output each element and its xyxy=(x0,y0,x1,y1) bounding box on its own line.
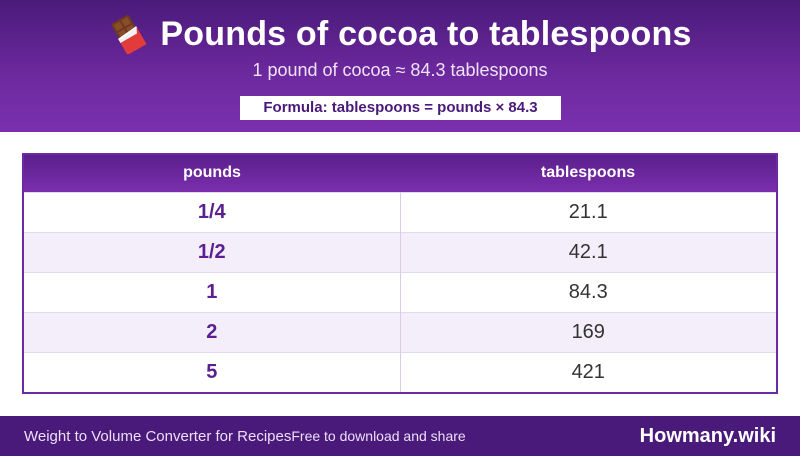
cell-pounds: 1/2 xyxy=(24,231,401,272)
footer-share-note: Free to download and share xyxy=(291,428,466,444)
page-subtitle: 1 pound of cocoa ≈ 84.3 tablespoons xyxy=(252,60,548,80)
chocolate-bar-icon xyxy=(108,14,148,56)
table-row: 5 421 xyxy=(24,351,776,392)
footer-caption: Weight to Volume Converter for RecipesFr… xyxy=(24,416,466,456)
page-title: Pounds of cocoa to tablespoons xyxy=(160,14,692,53)
cell-pounds: 5 xyxy=(24,351,401,392)
header-banner: Pounds of cocoa to tablespoons 1 pound o… xyxy=(0,0,800,132)
column-header-pounds: pounds xyxy=(24,155,400,192)
table-row: 1/4 21.1 xyxy=(24,191,776,232)
cell-tablespoons: 42.1 xyxy=(400,231,776,272)
table-row: 1/2 42.1 xyxy=(24,231,776,272)
conversion-table: pounds tablespoons 1/4 21.1 1/2 42.1 1 8… xyxy=(22,153,778,394)
cell-tablespoons: 21.1 xyxy=(400,191,776,232)
title-row: Pounds of cocoa to tablespoons xyxy=(0,12,800,56)
table-row: 1 84.3 xyxy=(24,271,776,312)
cell-tablespoons: 421 xyxy=(400,351,776,392)
cell-pounds: 1 xyxy=(24,271,401,312)
footer-brand: Howmany.wiki xyxy=(639,425,776,447)
cell-tablespoons: 84.3 xyxy=(400,271,776,312)
footer-app-name: Weight to Volume Converter for Recipes xyxy=(24,428,292,445)
column-header-tablespoons: tablespoons xyxy=(400,155,776,192)
table-header-row: pounds tablespoons xyxy=(24,155,776,192)
cell-tablespoons: 169 xyxy=(400,311,776,352)
formula-box: Formula: tablespoons = pounds × 84.3 xyxy=(240,96,561,120)
footer-bar: Weight to Volume Converter for RecipesFr… xyxy=(0,416,800,456)
table-row: 2 169 xyxy=(24,311,776,352)
cell-pounds: 1/4 xyxy=(24,191,401,232)
cell-pounds: 2 xyxy=(24,311,401,352)
